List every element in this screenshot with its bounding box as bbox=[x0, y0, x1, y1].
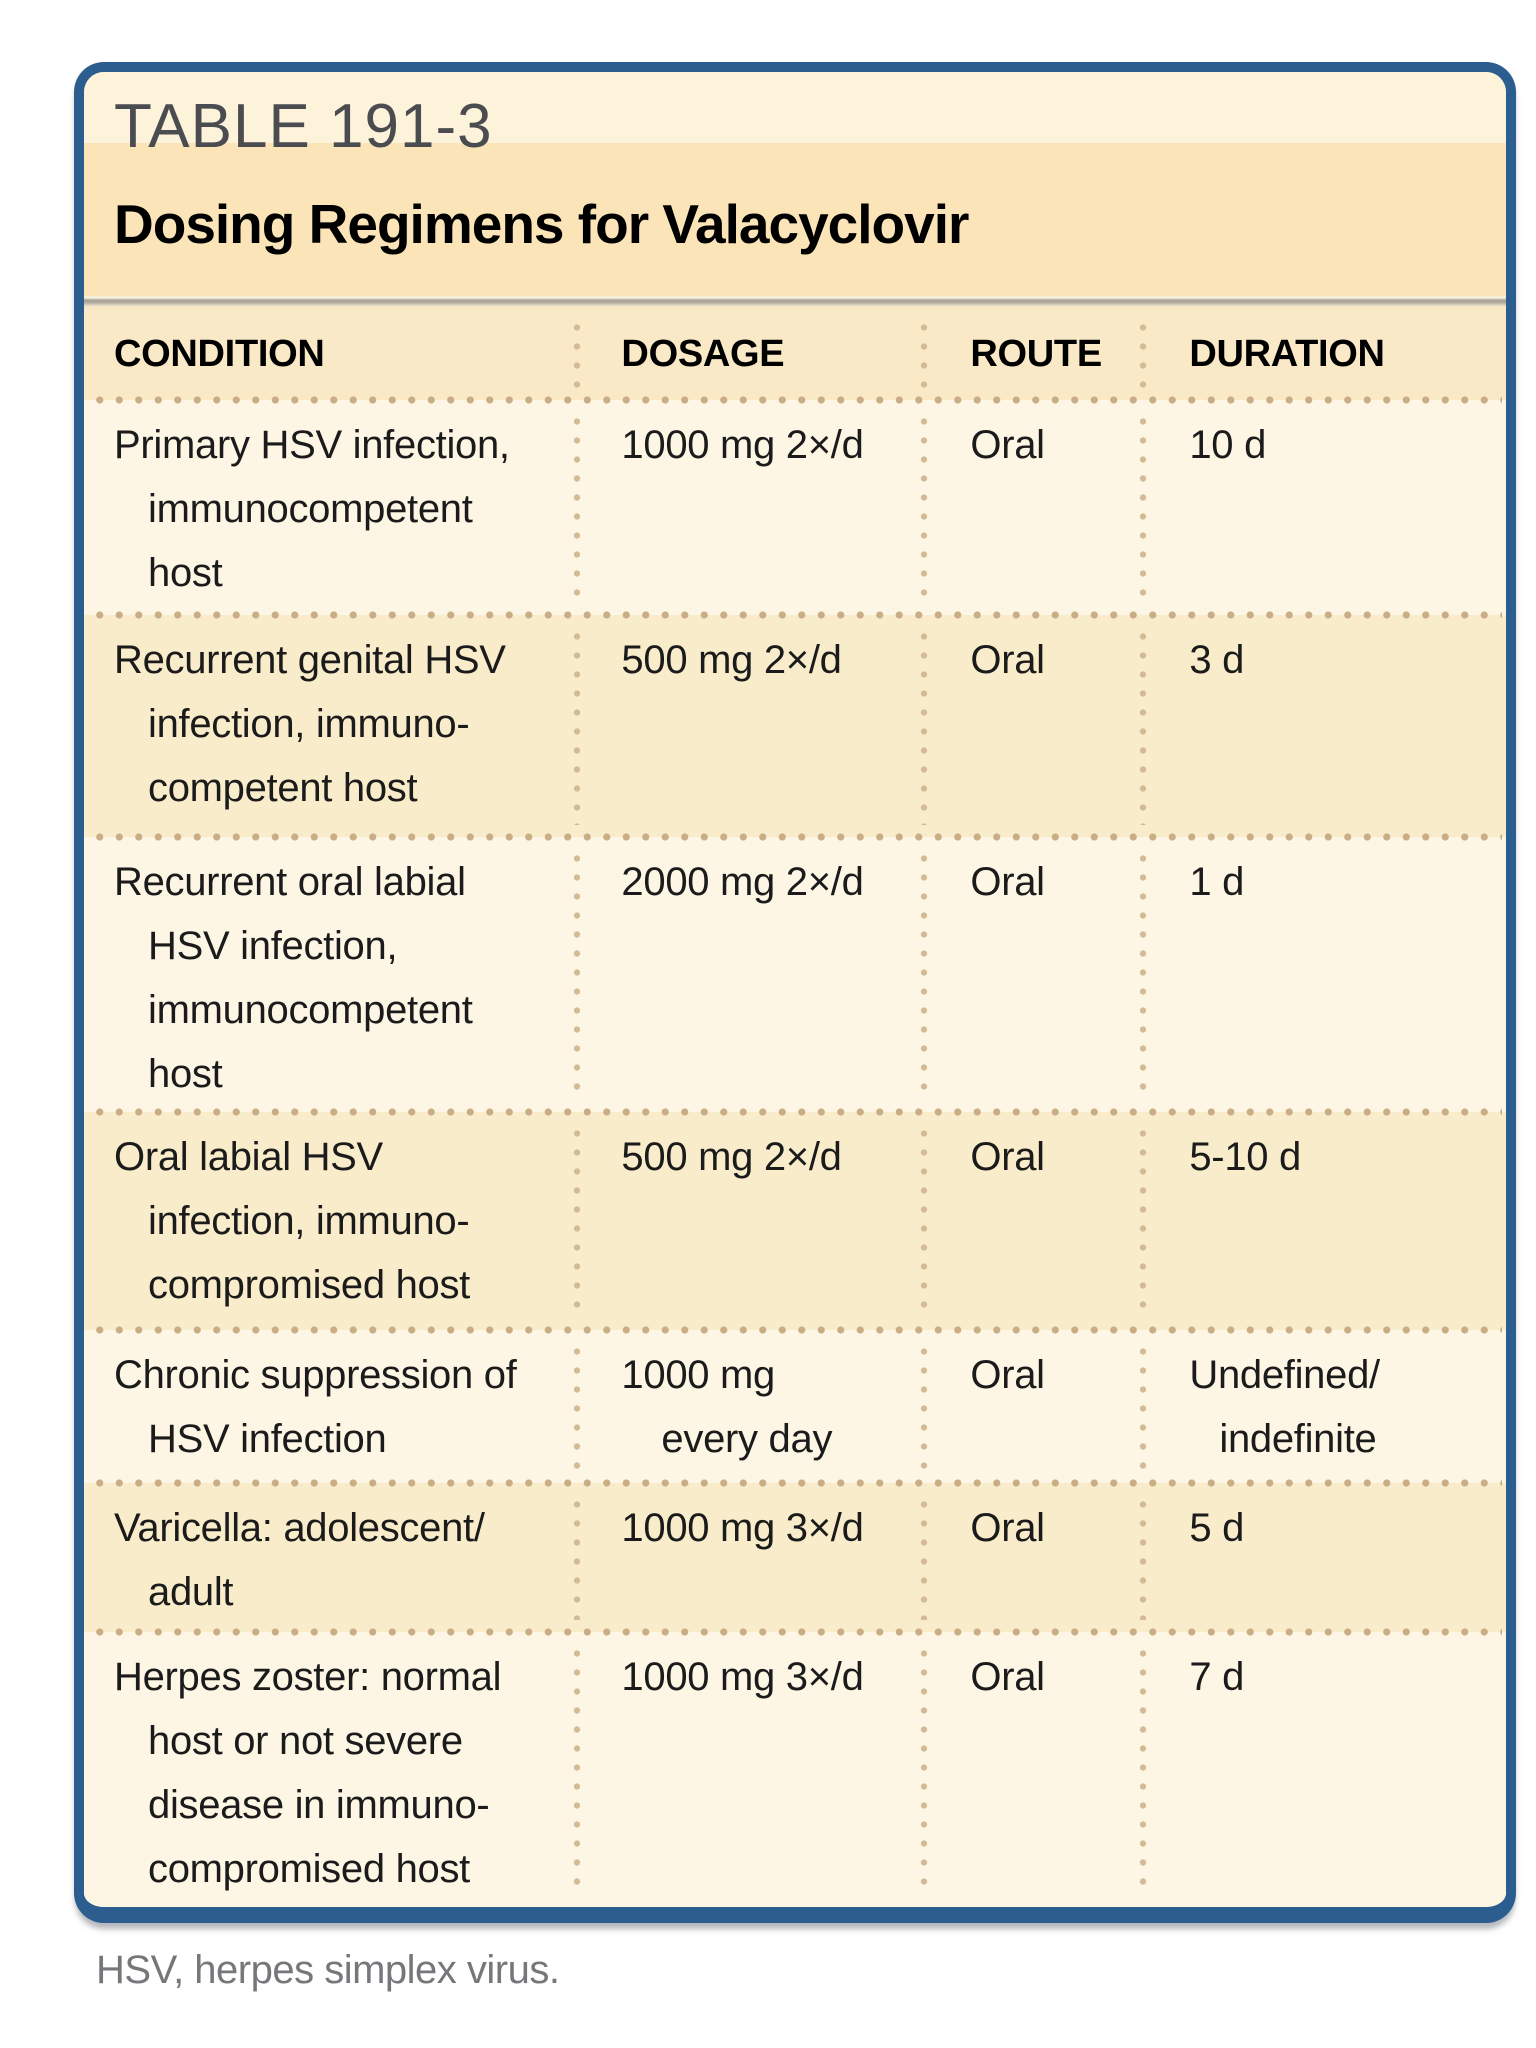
column-divider bbox=[1139, 1642, 1148, 1895]
cell-dosage: 1000 mg 3×/d bbox=[621, 1655, 864, 1699]
table-row: Chronic suppression of HSV infection 100… bbox=[84, 1325, 1506, 1483]
cell-condition: Varicella: adolescent/ adult bbox=[114, 1506, 485, 1614]
cell-route: Oral bbox=[970, 1655, 1045, 1699]
column-divider bbox=[920, 1122, 929, 1318]
cell-duration: Undefined/ indefinite bbox=[1189, 1353, 1380, 1461]
title-divider bbox=[84, 296, 1506, 308]
cell-condition: Recurrent genital HSV infection, immuno-… bbox=[114, 638, 506, 810]
cell-route: Oral bbox=[970, 1506, 1045, 1550]
column-divider bbox=[1139, 1122, 1148, 1318]
cell-condition: Primary HSV infection, immunocompetent h… bbox=[114, 423, 510, 595]
column-divider bbox=[573, 410, 582, 603]
cell-route: Oral bbox=[970, 638, 1045, 682]
column-divider bbox=[573, 847, 582, 1100]
cell-condition: Recurrent oral labial HSV infection, imm… bbox=[114, 860, 473, 1096]
cell-condition: Chronic suppression of HSV infection bbox=[114, 1353, 517, 1461]
column-header-dosage: DOSAGE bbox=[621, 333, 785, 375]
column-divider bbox=[573, 316, 582, 394]
cell-dosage: 1000 mg 2×/d bbox=[621, 423, 864, 467]
column-header-condition: CONDITION bbox=[114, 333, 325, 375]
column-divider bbox=[920, 625, 929, 825]
column-divider bbox=[573, 1122, 582, 1318]
column-divider bbox=[1139, 316, 1148, 394]
cell-route: Oral bbox=[970, 860, 1045, 904]
column-divider bbox=[573, 1642, 582, 1895]
dosing-table-card: TABLE 191-3 Dosing Regimens for Valacycl… bbox=[74, 62, 1516, 1923]
column-header-route: ROUTE bbox=[970, 333, 1102, 375]
column-divider bbox=[1139, 1340, 1148, 1471]
cell-condition: Oral labial HSV infection, immuno- compr… bbox=[114, 1135, 470, 1307]
column-divider bbox=[920, 1340, 929, 1471]
column-divider bbox=[920, 847, 929, 1100]
cell-condition: Herpes zoster: normal host or not severe… bbox=[114, 1655, 502, 1891]
table-row: Primary HSV infection, immunocompetent h… bbox=[84, 395, 1506, 615]
column-divider bbox=[920, 1642, 929, 1895]
cell-route: Oral bbox=[970, 1353, 1045, 1397]
cell-duration: 5-10 d bbox=[1189, 1135, 1301, 1179]
cell-dosage: 2000 mg 2×/d bbox=[621, 860, 864, 904]
column-divider bbox=[920, 316, 929, 394]
column-divider bbox=[1139, 625, 1148, 825]
column-divider bbox=[920, 410, 929, 603]
cell-route: Oral bbox=[970, 423, 1045, 467]
column-divider bbox=[573, 1493, 582, 1620]
cell-duration: 5 d bbox=[1189, 1506, 1245, 1550]
column-header-duration: DURATION bbox=[1189, 333, 1385, 375]
table-row: Recurrent genital HSV infection, immuno-… bbox=[84, 610, 1506, 837]
cell-dosage: 500 mg 2×/d bbox=[621, 1135, 842, 1179]
cell-route: Oral bbox=[970, 1135, 1045, 1179]
table-label: TABLE 191-3 bbox=[114, 92, 493, 161]
column-divider bbox=[1139, 847, 1148, 1100]
table-footnote: HSV, herpes simplex virus. bbox=[96, 1948, 560, 1992]
table-row: Herpes zoster: normal host or not severe… bbox=[84, 1627, 1506, 1907]
cell-dosage: 500 mg 2×/d bbox=[621, 638, 842, 682]
table-title: Dosing Regimens for Valacyclovir bbox=[114, 193, 969, 255]
column-divider bbox=[573, 625, 582, 825]
column-divider bbox=[573, 1340, 582, 1471]
table-title-block: TABLE 191-3 Dosing Regimens for Valacycl… bbox=[84, 72, 1506, 296]
cell-duration: 7 d bbox=[1189, 1655, 1245, 1699]
table-header-row: CONDITION DOSAGE ROUTE DURATION bbox=[84, 308, 1506, 400]
cell-dosage: 1000 mg every day bbox=[621, 1353, 833, 1461]
table-row: Varicella: adolescent/ adult 1000 mg 3×/… bbox=[84, 1478, 1506, 1632]
cell-duration: 10 d bbox=[1189, 423, 1267, 467]
cell-duration: 3 d bbox=[1189, 638, 1245, 682]
column-divider bbox=[1139, 1493, 1148, 1620]
column-divider bbox=[920, 1493, 929, 1620]
table-body: Primary HSV infection, immunocompetent h… bbox=[84, 395, 1506, 1907]
column-divider bbox=[1139, 410, 1148, 603]
table-row: Oral labial HSV infection, immuno- compr… bbox=[84, 1107, 1506, 1330]
table-row: Recurrent oral labial HSV infection, imm… bbox=[84, 832, 1506, 1112]
cell-duration: 1 d bbox=[1189, 860, 1245, 904]
cell-dosage: 1000 mg 3×/d bbox=[621, 1506, 864, 1550]
